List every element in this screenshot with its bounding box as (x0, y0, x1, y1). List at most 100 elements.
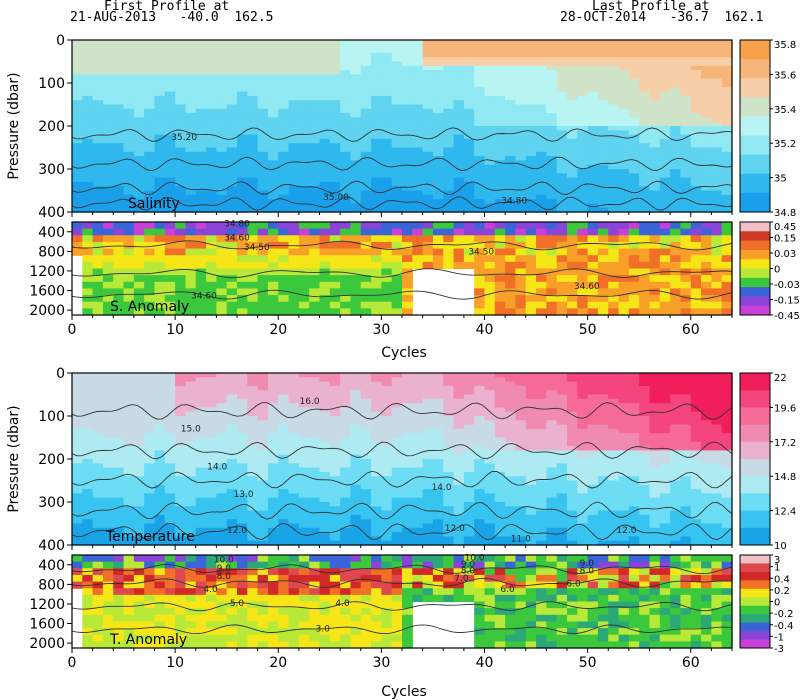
salinity-cell (525, 203, 537, 209)
salinity-cell (515, 117, 527, 123)
salinity-cell (267, 147, 279, 153)
temperature-cell (422, 476, 434, 482)
temperature-cell (102, 385, 114, 391)
salinity-cell (164, 186, 176, 192)
salinity-cell (309, 160, 321, 166)
salinity-cell (701, 147, 712, 153)
sanom-cell (195, 222, 207, 230)
temperature-cell (185, 514, 197, 520)
salinity-cell (123, 48, 135, 54)
salinity-cell (195, 87, 207, 93)
salinity-cell (267, 143, 279, 149)
salinity-cell (474, 40, 486, 45)
temperature-cell (123, 385, 135, 391)
salinity-cell (309, 113, 321, 118)
salinity-cell (195, 181, 207, 187)
temperature-cell (474, 398, 486, 404)
salinity-cell (618, 52, 630, 58)
temperature-cell (175, 385, 187, 391)
salinity-cell (453, 40, 465, 45)
salinity-cell (102, 65, 114, 71)
salinity-cell (639, 177, 651, 183)
salinity-cell (525, 78, 537, 84)
salinity-cell (556, 44, 568, 50)
temperature-cell (247, 510, 259, 516)
salinity-cell (402, 108, 413, 114)
salinity-cell (381, 164, 393, 170)
sanom-cell (484, 281, 496, 290)
salinity-cell (587, 78, 599, 84)
temperature-cell (247, 532, 259, 537)
salinity-cell (226, 74, 238, 80)
temperature-cell (133, 493, 145, 499)
salinity-cell (659, 57, 671, 63)
temperature-cell (288, 471, 300, 477)
sanom-cell (711, 261, 723, 270)
salinity-cell (288, 134, 300, 140)
sanom-cell (350, 261, 362, 270)
temperature-cell (463, 390, 475, 396)
sanom-cell (556, 308, 568, 316)
temperature-cell (185, 416, 197, 421)
salinity-cell (701, 100, 712, 106)
sanom-cell (195, 275, 207, 283)
salinity-cell (484, 78, 496, 84)
salinity-cell (340, 173, 352, 179)
salinity-cell (206, 40, 217, 45)
salinity-cell (649, 143, 661, 149)
salinity-cell (381, 52, 393, 58)
sanom-cell (257, 248, 269, 256)
salinity-cell (92, 83, 104, 88)
sanom-cell (102, 261, 114, 270)
temperature-cell (113, 480, 125, 486)
salinity-cell (515, 121, 527, 127)
salinity-cell (144, 108, 156, 114)
temperature-cell (278, 536, 290, 542)
sanom-cell (525, 241, 537, 250)
temperature-cell (92, 394, 104, 400)
temperature-cell (298, 527, 310, 533)
salinity-cell (298, 74, 310, 80)
temperature-cell (309, 416, 321, 421)
salinity-cell (670, 199, 682, 204)
salinity-cell (711, 121, 723, 127)
salinity-cell (267, 65, 279, 71)
temperature-cell (123, 489, 135, 494)
temperature-cell (123, 450, 135, 456)
sanom-cell (577, 295, 589, 303)
salinity-cell (474, 126, 486, 131)
temperature-cell (164, 416, 176, 421)
sanom-cell (402, 281, 413, 290)
salinity-cell (206, 194, 217, 200)
sanom-cell (133, 295, 145, 303)
temperature-cell (226, 467, 238, 473)
temperature-cell (298, 420, 310, 426)
salinity-cell (257, 177, 269, 183)
salinity-cell (556, 117, 568, 123)
salinity-cell (680, 61, 692, 67)
salinity-cell (309, 203, 321, 209)
salinity-cell (556, 186, 568, 192)
temperature-cell (267, 407, 279, 413)
temperature-cell (288, 381, 300, 387)
temperature-cell (298, 398, 310, 404)
salinity-cell (72, 91, 83, 97)
temperature-cell (381, 467, 393, 473)
temperature-cell (257, 540, 269, 546)
salinity-cell (216, 91, 228, 97)
sanom-cell (567, 268, 578, 276)
salinity-cell (257, 83, 269, 88)
salinity-cell (670, 134, 682, 140)
temperature-cell (309, 407, 321, 413)
temperature-cell (329, 519, 341, 525)
salinity-cell (381, 121, 393, 127)
salinity-cell (216, 126, 228, 131)
temperature-cell (453, 433, 465, 439)
temperature-cell (371, 420, 382, 426)
salinity-cell (608, 164, 620, 170)
temperature-cell (257, 416, 269, 421)
salinity-cell (82, 117, 94, 123)
salinity-cell (690, 134, 702, 140)
temperature-cell (412, 446, 424, 451)
salinity-cell (175, 65, 187, 71)
